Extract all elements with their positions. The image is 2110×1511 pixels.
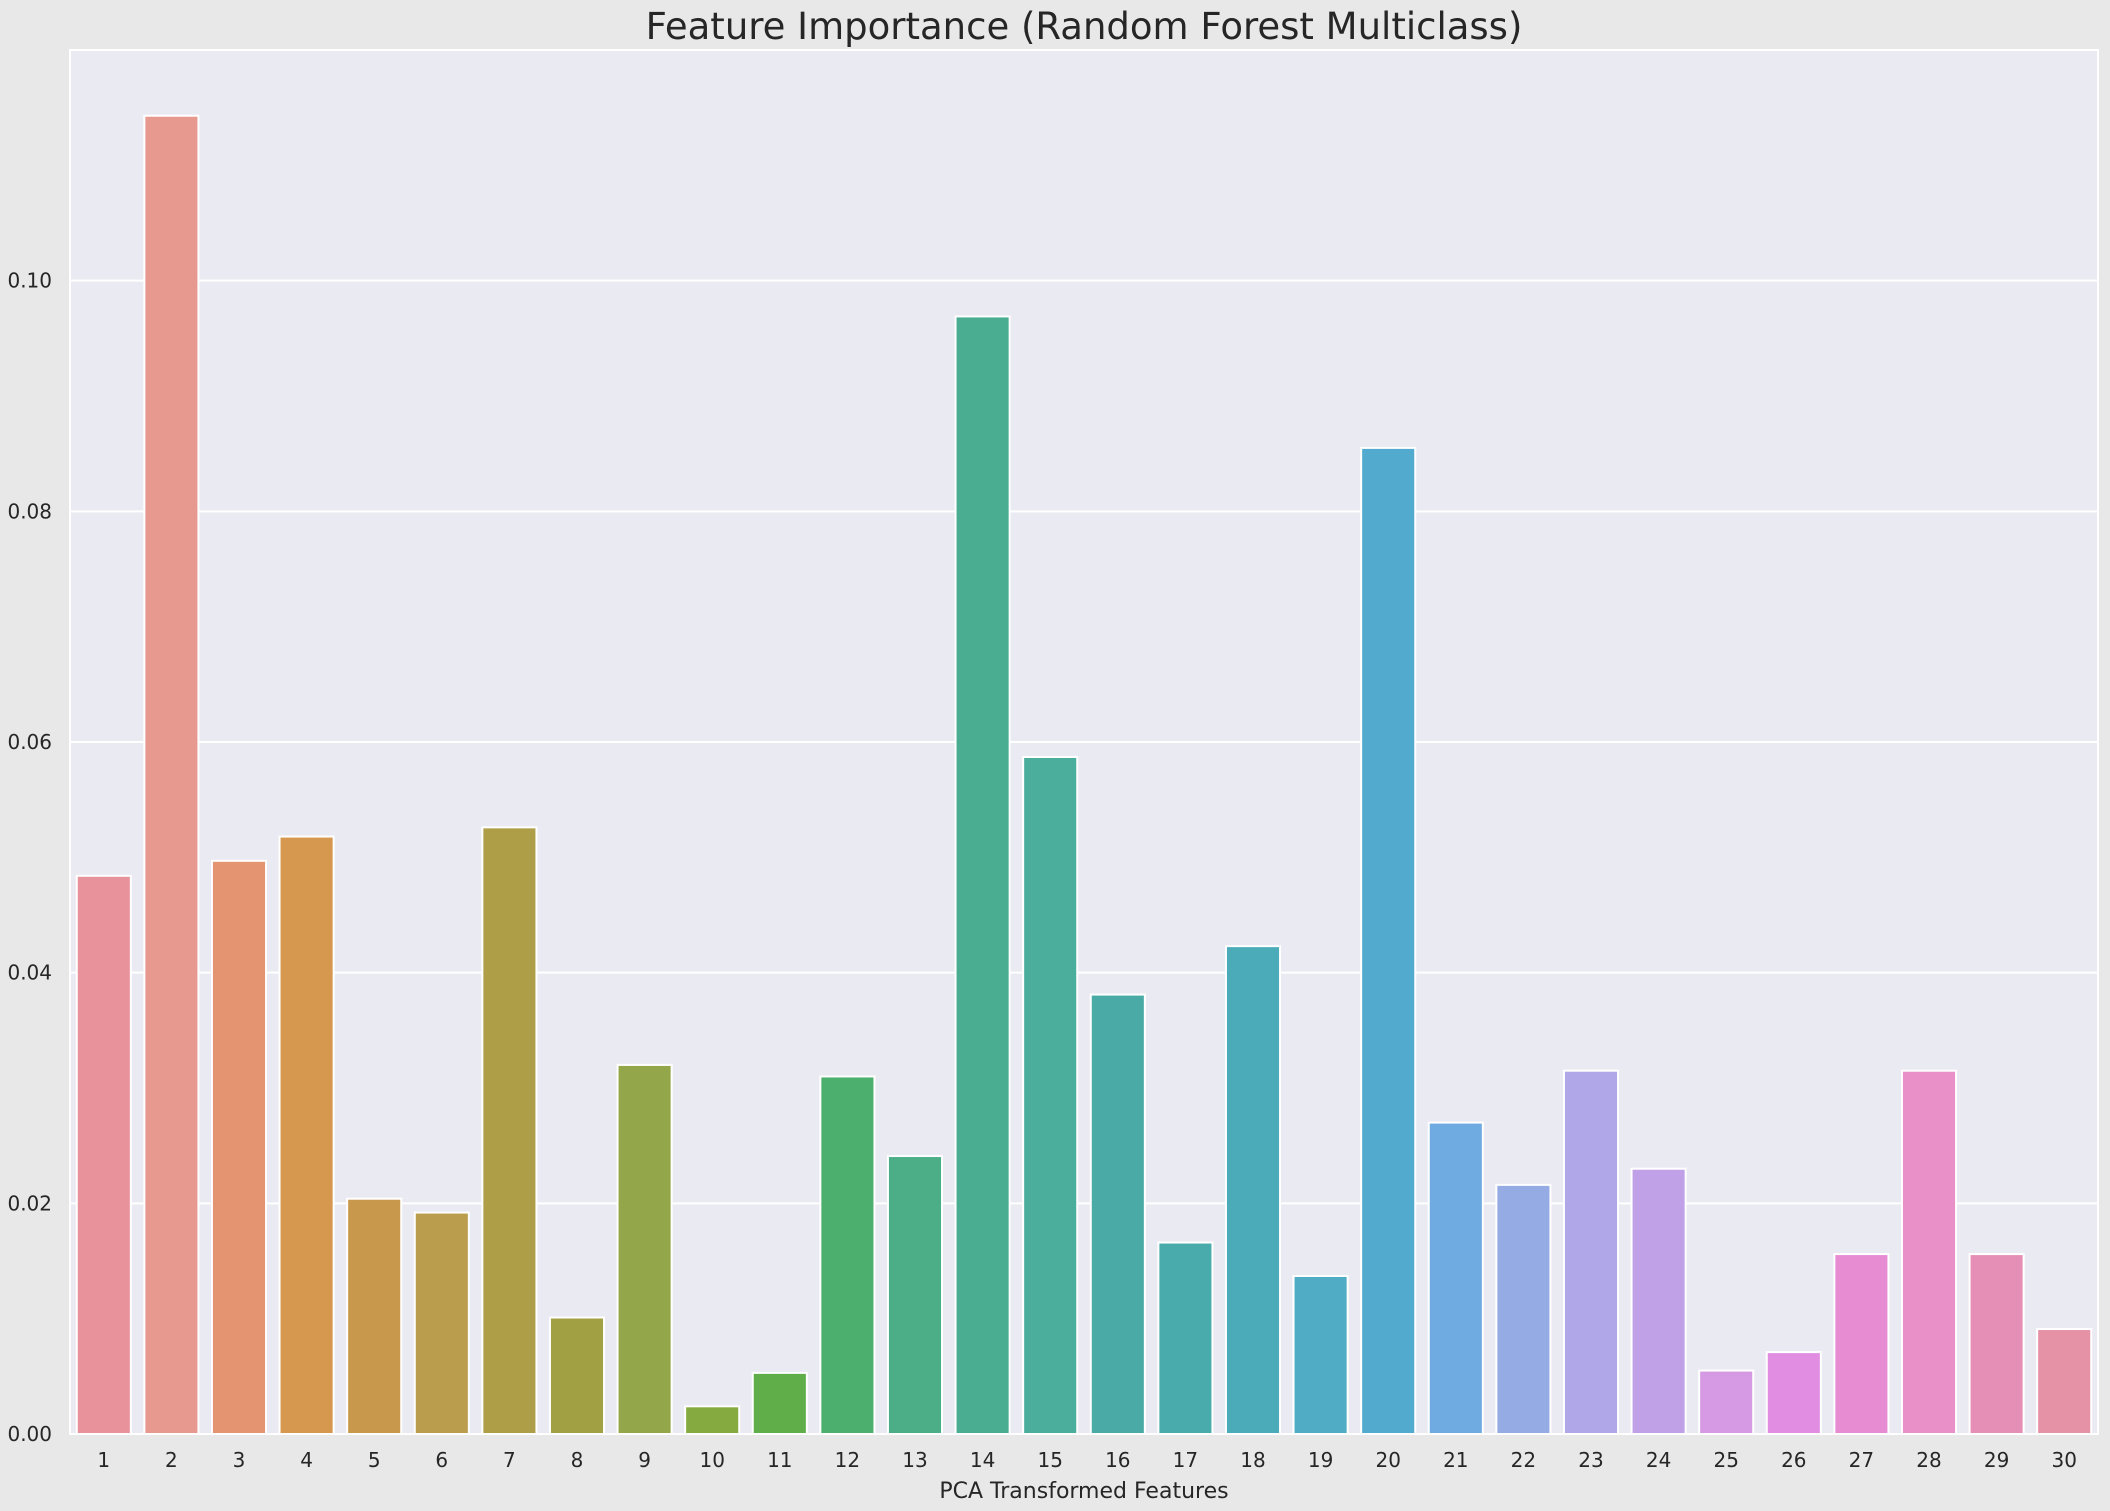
bar-feature-16 — [1089, 993, 1146, 1436]
x-axis-label: PCA Transformed Features — [939, 1479, 1228, 1504]
bar-feature-23 — [1562, 1069, 1620, 1435]
x-tick-label: 21 — [1443, 1448, 1468, 1472]
bar-feature-7 — [481, 826, 538, 1435]
bar-feature-25 — [1698, 1369, 1755, 1435]
y-tick-label: 0.02 — [7, 1191, 52, 1215]
x-tick-label: 5 — [368, 1448, 381, 1472]
bar-feature-14 — [954, 315, 1011, 1435]
bar-feature-17 — [1157, 1241, 1214, 1435]
y-tick-label: 0.04 — [7, 961, 52, 985]
bar-feature-20 — [1360, 446, 1417, 1435]
x-tick-label: 28 — [1916, 1448, 1941, 1472]
x-tick-label: 2 — [165, 1448, 178, 1472]
x-tick-label: 20 — [1375, 1448, 1400, 1472]
bar-feature-29 — [1968, 1253, 2025, 1435]
bar-feature-8 — [548, 1316, 606, 1435]
x-tick-label: 8 — [571, 1448, 584, 1472]
x-tick-label: 23 — [1578, 1448, 1603, 1472]
x-tick-label: 3 — [233, 1448, 246, 1472]
y-tick-label: 0.06 — [7, 730, 52, 754]
bar-feature-10 — [684, 1405, 741, 1435]
bar-feature-27 — [1833, 1253, 1890, 1435]
x-tick-label: 19 — [1308, 1448, 1333, 1472]
bar-feature-6 — [413, 1211, 470, 1436]
y-tick-label: 0.08 — [7, 499, 52, 523]
x-tick-label: 11 — [767, 1448, 792, 1472]
y-tick-label: 0.00 — [7, 1422, 52, 1446]
bar-feature-5 — [346, 1197, 403, 1435]
x-tick-label: 9 — [638, 1448, 651, 1472]
x-tick-label: 24 — [1646, 1448, 1671, 1472]
grid-lines — [70, 279, 2098, 1435]
x-tick-label: 10 — [699, 1448, 724, 1472]
bar-feature-24 — [1630, 1167, 1687, 1435]
x-tick-label: 16 — [1105, 1448, 1130, 1472]
x-tick-label: 7 — [503, 1448, 516, 1472]
bar-feature-26 — [1765, 1351, 1822, 1435]
x-tick-label: 25 — [1713, 1448, 1738, 1472]
bar-feature-22 — [1495, 1183, 1552, 1435]
x-tick-label: 12 — [835, 1448, 860, 1472]
y-axis-ticks: 0.00 0.02 0.04 0.06 0.08 0.10 — [7, 269, 52, 1446]
bars — [75, 114, 2093, 1436]
x-tick-label: 4 — [300, 1448, 313, 1472]
bar-feature-12 — [819, 1075, 876, 1435]
x-tick-label: 14 — [970, 1448, 995, 1472]
x-tick-label: 13 — [902, 1448, 927, 1472]
x-tick-label: 29 — [1984, 1448, 2009, 1472]
bar-feature-19 — [1292, 1274, 1349, 1435]
bar-feature-30 — [2036, 1328, 2093, 1435]
x-tick-label: 18 — [1240, 1448, 1265, 1472]
bar-feature-9 — [616, 1063, 673, 1436]
x-tick-label: 6 — [435, 1448, 448, 1472]
bar-feature-21 — [1427, 1121, 1484, 1435]
x-tick-label: 22 — [1511, 1448, 1536, 1472]
x-tick-label: 30 — [2051, 1448, 2076, 1472]
x-tick-label: 1 — [97, 1448, 110, 1472]
x-tick-label: 27 — [1849, 1448, 1874, 1472]
bar-feature-11 — [751, 1371, 808, 1435]
bar-feature-2 — [143, 114, 200, 1436]
bar-feature-15 — [1022, 755, 1079, 1435]
chart-title: Feature Importance (Random Forest Multic… — [646, 5, 1523, 48]
x-tick-label: 26 — [1781, 1448, 1806, 1472]
bar-feature-4 — [278, 835, 335, 1435]
bar-feature-3 — [210, 859, 268, 1435]
bar-feature-28 — [1900, 1069, 1958, 1435]
x-tick-label: 15 — [1037, 1448, 1062, 1472]
bar-feature-1 — [75, 874, 132, 1435]
bar-feature-13 — [886, 1155, 944, 1435]
x-tick-label: 17 — [1173, 1448, 1198, 1472]
bar-feature-18 — [1224, 945, 1282, 1435]
y-tick-label: 0.10 — [7, 269, 52, 293]
x-axis-ticks: 1 2 3 4 5 6 7 8 9 10 11 12 13 14 15 16 17 18 19 20 21 22 23 24 2… — [97, 1448, 2076, 1472]
